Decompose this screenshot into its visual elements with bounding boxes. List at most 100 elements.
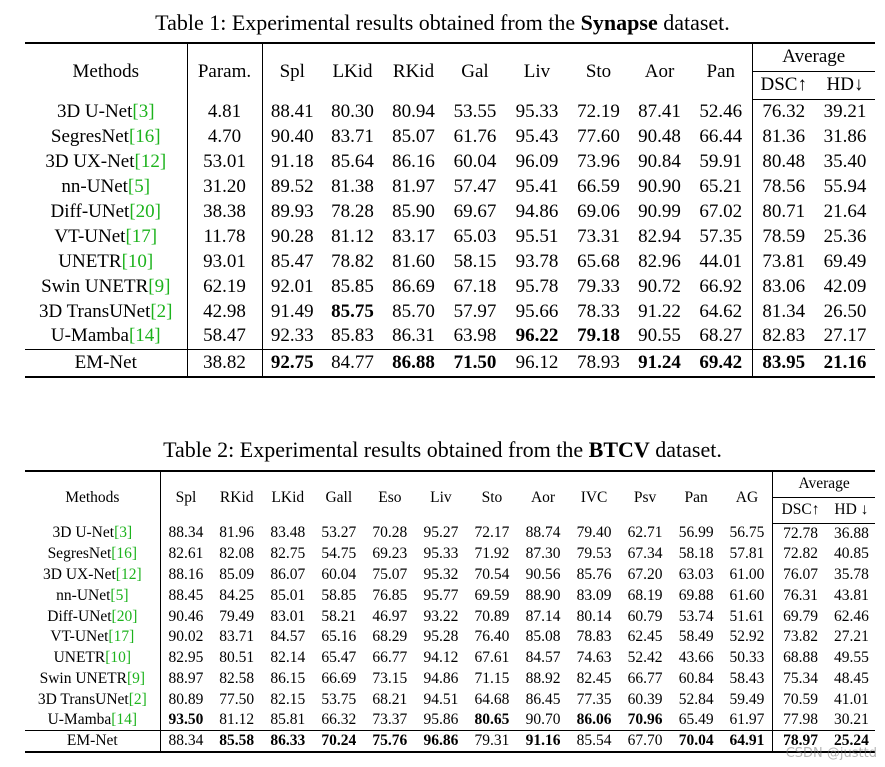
header-cell: Sto <box>481 488 503 506</box>
value-cell: 72.19 <box>577 100 620 122</box>
data-row: SegresNet[16] 4.70 90.40 83.71 85.07 61.76 95.… <box>25 124 875 149</box>
value-cell: 84.77 <box>322 348 383 377</box>
value-cell: 91.22 <box>638 300 681 322</box>
value-cell: 78.28 <box>331 200 374 222</box>
header-cell: Pan <box>684 488 708 506</box>
value-cell: 76.40 <box>474 628 510 646</box>
value-cell: 86.16 <box>392 150 435 172</box>
value-cell: 83.71 <box>219 628 255 646</box>
method-name: UNETR <box>53 649 106 667</box>
value-cell: 79.33 <box>577 275 620 297</box>
value-cell: 81.12 <box>331 225 374 247</box>
value-cell: 95.41 <box>515 175 559 197</box>
value-cell: 52.46 <box>699 100 743 122</box>
data-row: 3D U-Net[3] 88.34 81.96 83.48 53.27 70.28 95.2… <box>25 523 875 544</box>
header-cell: HD ↓ <box>827 497 875 524</box>
value-cell: 85.54 <box>568 730 620 752</box>
value-cell: 93.22 <box>423 607 459 625</box>
value-cell: 96.09 <box>515 150 559 172</box>
header-cell: Spl <box>279 60 305 82</box>
value-cell: 61.60 <box>729 586 765 604</box>
caption-bold: BTCV <box>588 437 650 462</box>
value-cell: 64.62 <box>699 300 743 322</box>
value-cell: 75.07 <box>372 565 408 583</box>
value-cell: 90.46 <box>168 607 204 625</box>
value-cell: 73.82 <box>772 626 828 648</box>
method-cell: 3D UX-Net[12] <box>25 564 161 586</box>
caption-text: Table 1: Experimental results obtained f… <box>155 10 581 35</box>
value-cell: 85.47 <box>270 250 314 272</box>
header-cell: Liv <box>523 60 551 82</box>
method-name: EM-Net <box>74 351 137 373</box>
value-cell: 66.32 <box>321 711 357 729</box>
header-cell: Aor <box>530 488 556 506</box>
data-row: VT-UNet[17] 90.02 83.71 84.57 65.16 68.29 95.2… <box>25 626 875 648</box>
value-cell: 90.56 <box>525 565 561 583</box>
value-cell: 95.77 <box>423 586 459 604</box>
value-cell: 43.66 <box>678 649 714 667</box>
method-name: UNETR <box>58 250 122 272</box>
value-cell: 25.36 <box>823 225 867 247</box>
value-cell: 80.48 <box>751 149 815 174</box>
value-cell: 64.91 <box>721 730 773 752</box>
value-cell: 35.78 <box>833 565 869 583</box>
value-cell: 85.08 <box>525 628 561 646</box>
header-cell: Gall <box>325 488 353 506</box>
value-cell: 53.74 <box>678 607 714 625</box>
method-cell: UNETR[10] <box>25 647 161 669</box>
value-cell: 62.46 <box>833 607 869 625</box>
citation: [14] <box>128 325 161 347</box>
method-cell: 3D TransUNet[2] <box>25 299 188 324</box>
data-row: VT-UNet[17] 11.78 90.28 81.12 83.17 65.03 95.5… <box>25 224 875 249</box>
data-row: Swin UNETR[9] 88.97 82.58 86.15 66.69 73.15 94… <box>25 668 875 690</box>
value-cell: 62.45 <box>627 628 663 646</box>
value-cell: 91.16 <box>517 730 569 752</box>
value-cell: 57.35 <box>699 225 743 247</box>
value-cell: 77.50 <box>219 690 255 708</box>
method-name: Diff-UNet <box>50 200 130 222</box>
value-cell: 88.45 <box>168 586 204 604</box>
value-cell: 81.97 <box>392 175 435 197</box>
header-cell: RKid <box>219 488 254 506</box>
value-cell: 67.02 <box>699 200 743 222</box>
header-cell: Spl <box>175 488 197 506</box>
method-name: nn-UNet <box>61 175 128 197</box>
header-cell: RKid <box>392 60 435 82</box>
method-name: 3D UX-Net <box>43 565 116 583</box>
value-cell: 91.18 <box>270 150 314 172</box>
value-cell: 57.97 <box>453 300 497 322</box>
value-cell: 80.89 <box>168 690 204 708</box>
value-cell: 70.89 <box>474 607 510 625</box>
data-row: 3D TransUNet[2] 42.98 91.49 85.75 85.70 57.97… <box>25 299 875 324</box>
value-cell: 62.71 <box>627 524 663 542</box>
value-cell: 75.34 <box>772 668 828 690</box>
header-cell: Pan <box>706 60 736 82</box>
method-cell: Diff-UNet[20] <box>25 199 188 224</box>
citation: [3] <box>114 524 133 542</box>
value-cell: 82.94 <box>638 225 681 247</box>
value-cell: 86.88 <box>383 348 444 377</box>
value-cell: 84.57 <box>270 628 306 646</box>
value-cell: 82.83 <box>751 324 815 349</box>
value-cell: 4.81 <box>187 99 263 124</box>
value-cell: 81.60 <box>392 250 435 272</box>
value-cell: 58.43 <box>729 669 765 687</box>
citation: [9] <box>127 669 146 687</box>
value-cell: 95.28 <box>423 628 459 646</box>
citation: [16] <box>128 125 161 147</box>
value-cell: 83.01 <box>270 607 306 625</box>
value-cell: 72.78 <box>772 523 828 544</box>
citation: [10] <box>105 649 132 667</box>
data-row: SegresNet[16] 82.61 82.08 82.75 54.75 69.23 95… <box>25 543 875 565</box>
value-cell: 58.85 <box>321 586 357 604</box>
value-cell: 60.84 <box>678 669 714 687</box>
value-cell: 70.59 <box>772 689 828 711</box>
caption: Table 1: Experimental results obtained f… <box>0 10 885 36</box>
value-cell: 52.92 <box>729 628 765 646</box>
value-cell: 81.96 <box>219 524 255 542</box>
value-cell: 39.21 <box>823 100 867 122</box>
method-name: 3D U-Net <box>52 524 115 542</box>
method-cell: nn-UNet[5] <box>25 585 161 607</box>
value-cell: 54.75 <box>321 545 357 563</box>
data-row: 3D UX-Net[12] 88.16 85.09 86.07 60.04 75.07 95… <box>25 564 875 586</box>
